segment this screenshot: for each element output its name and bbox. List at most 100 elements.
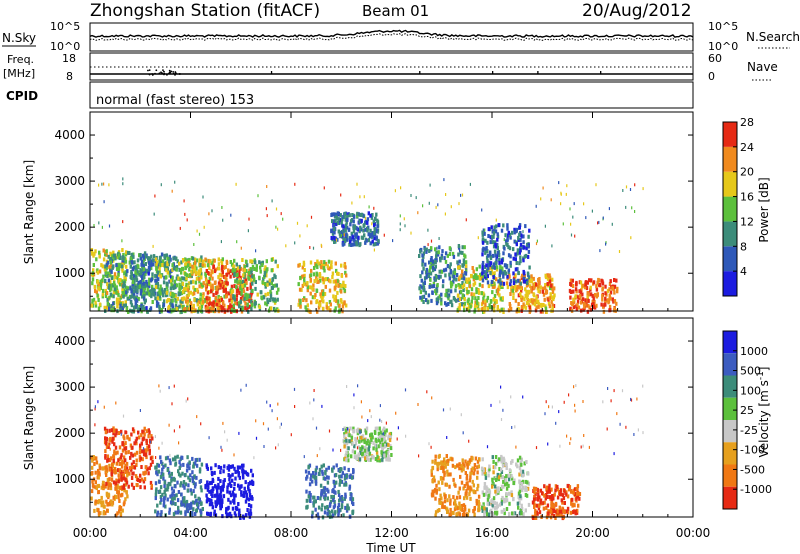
range-gate-cell xyxy=(421,285,424,290)
range-gate-cell xyxy=(453,507,457,512)
range-gate-cell xyxy=(243,296,246,301)
range-gate-cell xyxy=(104,511,107,516)
range-gate-cell xyxy=(105,481,108,486)
range-gate-cell xyxy=(93,508,96,513)
range-gate-cell xyxy=(575,306,578,311)
range-gate-cell xyxy=(535,295,538,300)
range-gate-cell xyxy=(537,506,541,511)
range-gate-cell xyxy=(162,472,165,477)
range-gate-cell xyxy=(477,236,479,240)
range-gate-cell xyxy=(117,270,120,275)
range-gate-cell xyxy=(122,220,124,224)
range-gate-cell xyxy=(199,485,203,490)
range-gate-cell xyxy=(547,513,550,518)
range-gate-cell xyxy=(167,306,170,311)
range-gate-cell xyxy=(455,512,458,517)
range-gate-cell xyxy=(482,238,485,243)
range-gate-cell xyxy=(191,479,195,484)
range-gate-cell xyxy=(477,290,481,295)
range-gate-cell xyxy=(426,390,428,394)
range-gate-cell xyxy=(523,245,526,250)
range-gate-cell xyxy=(555,421,557,425)
range-gate-cell xyxy=(535,503,539,508)
range-gate-cell xyxy=(222,218,224,222)
range-gate-cell xyxy=(178,466,181,470)
range-gate-cell xyxy=(122,288,125,293)
range-gate-cell xyxy=(341,471,344,476)
range-gate-cell xyxy=(425,267,428,272)
range-gate-cell xyxy=(498,502,502,507)
range-gate-cell xyxy=(91,458,94,463)
range-gate-cell xyxy=(336,290,339,295)
range-gate-cell xyxy=(113,272,117,277)
range-gate-cell xyxy=(187,292,190,297)
range-gate-cell xyxy=(140,294,144,299)
range-gate-cell xyxy=(499,296,502,301)
range-gate-cell xyxy=(572,510,575,515)
range-gate-cell xyxy=(244,306,247,311)
range-gate-cell xyxy=(231,271,235,276)
range-gate-cell xyxy=(136,288,139,293)
range-gate-cell xyxy=(219,470,222,475)
range-gate-cell xyxy=(359,450,362,455)
range-gate-cell xyxy=(97,500,100,505)
range-gate-cell xyxy=(450,303,454,308)
range-gate-cell xyxy=(358,229,361,234)
range-gate-cell xyxy=(580,288,583,293)
freq-label-line2: [MHz] xyxy=(3,67,35,80)
range-gate-cell xyxy=(597,278,601,283)
range-gate-cell xyxy=(226,489,229,494)
range-gate-cell xyxy=(160,459,163,464)
range-gate-cell xyxy=(513,284,517,289)
range-gate-cell xyxy=(108,265,111,270)
range-gate-cell xyxy=(265,259,268,264)
range-gate-cell xyxy=(524,479,528,484)
range-gate-cell xyxy=(389,446,393,451)
range-gate-cell xyxy=(459,250,462,255)
range-gate-cell xyxy=(210,489,213,494)
range-gate-cell xyxy=(498,467,501,471)
freq-outlier xyxy=(168,69,171,72)
range-gate-cell xyxy=(437,203,439,207)
range-gate-cell xyxy=(170,291,173,296)
range-gate-cell xyxy=(231,478,234,483)
range-gate-cell xyxy=(293,387,296,391)
range-gate-cell xyxy=(611,222,613,226)
range-gate-cell xyxy=(336,237,339,242)
range-gate-cell xyxy=(551,277,554,282)
range-gate-cell xyxy=(336,216,339,221)
range-gate-cell xyxy=(334,239,337,244)
range-gate-cell xyxy=(108,477,111,482)
range-gate-cell xyxy=(516,251,519,256)
range-gate-cell xyxy=(304,469,308,474)
range-gate-cell xyxy=(432,489,436,494)
range-gate-cell xyxy=(551,290,555,295)
range-gate-cell xyxy=(590,302,594,307)
range-gate-cell xyxy=(201,262,204,267)
range-gate-cell xyxy=(326,511,329,516)
range-gate-cell xyxy=(517,495,520,500)
range-gate-cell xyxy=(422,285,426,290)
range-gate-cell xyxy=(345,450,348,455)
range-gate-cell xyxy=(239,299,243,304)
range-gate-cell xyxy=(108,283,111,288)
range-gate-cell xyxy=(477,499,480,504)
range-gate-cell xyxy=(467,508,471,513)
range-gate-cell xyxy=(345,438,348,443)
range-gate-cell xyxy=(519,496,523,501)
range-gate-cell xyxy=(148,430,151,435)
range-gate-cell xyxy=(448,276,451,281)
range-gate-cell xyxy=(124,252,128,257)
range-gate-cell xyxy=(123,446,126,451)
range-gate-cell xyxy=(192,285,195,290)
freq-outlier xyxy=(162,69,164,72)
range-gate-cell xyxy=(522,234,525,239)
range-gate-cell xyxy=(346,385,348,388)
range-gate-cell xyxy=(116,304,119,309)
range-gate-cell xyxy=(202,292,205,297)
range-gate-cell xyxy=(161,467,164,472)
range-gate-cell xyxy=(547,274,551,279)
range-gate-cell xyxy=(333,212,336,217)
range-gate-cell xyxy=(218,284,221,289)
